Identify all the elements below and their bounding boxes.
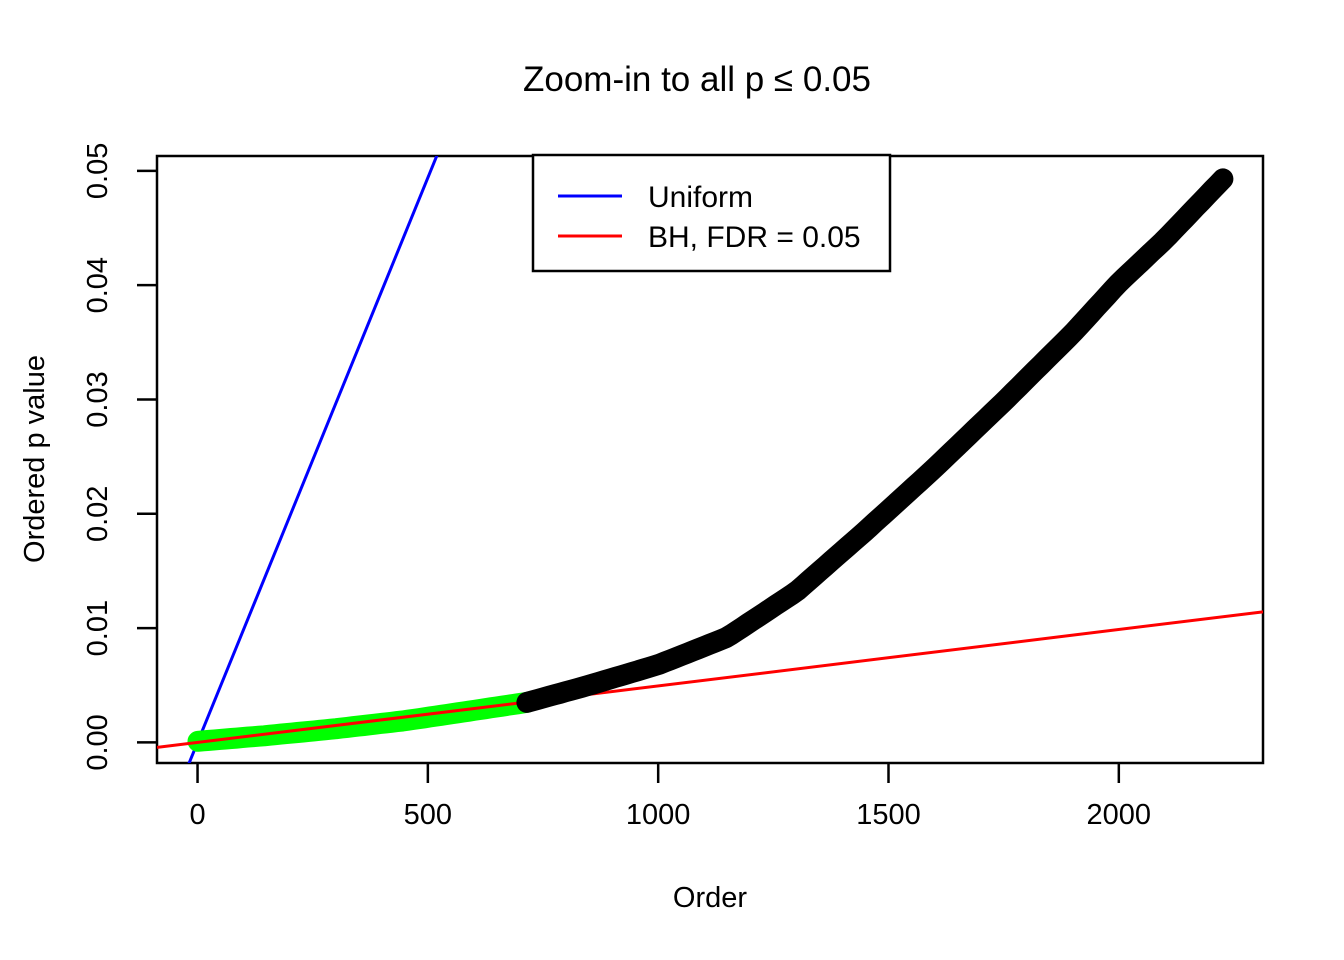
legend-box (531, 153, 892, 273)
legend: Uniform BH, FDR = 0.05 (531, 153, 892, 273)
ordered-pvalue-series (516, 168, 1234, 713)
ordered-pvalue-band (516, 168, 1234, 713)
y-tick-label: 0.02 (82, 486, 114, 542)
x-axis: 0 500 1000 1500 2000 (189, 763, 1151, 831)
legend-uniform-label: Uniform (648, 181, 753, 214)
uniform-line (187, 156, 439, 763)
x-tick-label: 500 (404, 799, 452, 831)
plot-series-area (157, 156, 1263, 763)
y-tick-label: 0.05 (82, 143, 114, 199)
legend-bh-label: BH, FDR = 0.05 (648, 221, 861, 254)
x-tick-label: 1000 (626, 799, 691, 831)
chart-title: Zoom-in to all p ≤ 0.05 (523, 60, 871, 99)
y-tick-label: 0.01 (82, 600, 114, 656)
y-tick-label: 0.04 (82, 257, 114, 313)
x-tick-label: 2000 (1087, 799, 1152, 831)
y-tick-label: 0.03 (82, 371, 114, 427)
x-tick-label: 0 (189, 799, 205, 831)
bh-line-segment (157, 610, 1263, 749)
x-tick-label: 1500 (856, 799, 921, 831)
y-axis-label: Ordered p value (19, 355, 51, 563)
bh-threshold-line (157, 610, 1263, 749)
y-tick-label: 0.00 (82, 714, 114, 770)
x-axis-label: Order (673, 882, 747, 914)
uniform-line-segment (187, 156, 439, 763)
y-axis: 0.00 0.01 0.02 0.03 0.04 0.05 (82, 143, 157, 771)
